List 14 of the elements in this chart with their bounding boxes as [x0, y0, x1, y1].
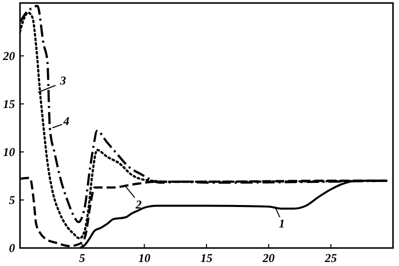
y-tick-label: 10 [3, 144, 15, 159]
y-tick-label: 15 [3, 96, 15, 111]
x-tick-label: 20 [262, 251, 275, 265]
x-tick-label: 10 [138, 251, 150, 265]
x-tick-label: 15 [200, 251, 212, 265]
annotation: 1 [278, 216, 285, 231]
y-tick-label: 0 [9, 241, 15, 255]
annotation: 4 [62, 114, 70, 128]
annotation: 2 [134, 198, 142, 212]
y-tick-label: 20 [2, 48, 15, 63]
x-tick-label: 25 [324, 251, 337, 265]
annotation: 3 [59, 73, 66, 88]
y-tick-label: 5 [9, 192, 15, 207]
x-tick-label: 5 [79, 251, 86, 265]
